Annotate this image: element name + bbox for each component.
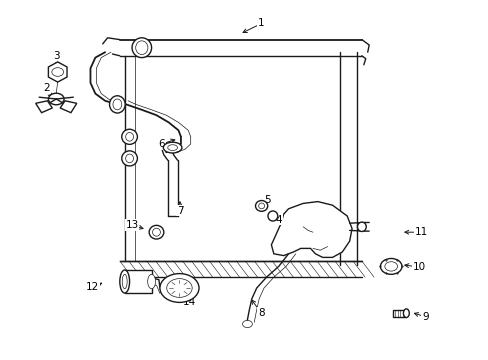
Ellipse shape xyxy=(267,211,277,221)
Ellipse shape xyxy=(357,222,366,231)
Circle shape xyxy=(166,279,192,297)
Ellipse shape xyxy=(163,142,182,153)
Polygon shape xyxy=(60,101,77,113)
Text: 11: 11 xyxy=(414,227,427,237)
Text: 6: 6 xyxy=(158,139,164,149)
Ellipse shape xyxy=(125,154,133,163)
Text: 7: 7 xyxy=(176,206,183,216)
Text: 14: 14 xyxy=(183,297,196,307)
Polygon shape xyxy=(36,101,52,113)
Polygon shape xyxy=(271,202,351,257)
Circle shape xyxy=(242,320,252,328)
Circle shape xyxy=(160,274,199,302)
Ellipse shape xyxy=(152,228,160,236)
Text: 13: 13 xyxy=(125,220,139,230)
Circle shape xyxy=(48,93,64,105)
Ellipse shape xyxy=(258,203,264,209)
Text: 1: 1 xyxy=(258,18,264,28)
Ellipse shape xyxy=(255,201,267,211)
Text: 10: 10 xyxy=(412,262,425,272)
Polygon shape xyxy=(120,261,361,277)
Ellipse shape xyxy=(120,270,129,293)
Text: 9: 9 xyxy=(421,312,428,322)
Ellipse shape xyxy=(132,38,151,58)
Polygon shape xyxy=(124,270,151,293)
Ellipse shape xyxy=(109,96,125,113)
Polygon shape xyxy=(135,56,339,261)
Circle shape xyxy=(52,68,63,76)
Text: 5: 5 xyxy=(264,195,271,205)
Ellipse shape xyxy=(122,129,137,144)
Ellipse shape xyxy=(403,309,408,318)
Circle shape xyxy=(380,258,401,274)
Ellipse shape xyxy=(167,145,177,150)
Text: 3: 3 xyxy=(53,51,60,61)
Polygon shape xyxy=(392,310,406,317)
Ellipse shape xyxy=(149,225,163,239)
Polygon shape xyxy=(339,52,356,265)
Polygon shape xyxy=(120,40,361,56)
Ellipse shape xyxy=(122,151,137,166)
Circle shape xyxy=(384,262,397,271)
Text: 12: 12 xyxy=(86,282,100,292)
Ellipse shape xyxy=(147,274,155,289)
Ellipse shape xyxy=(125,132,133,141)
Ellipse shape xyxy=(122,274,127,289)
Text: 8: 8 xyxy=(258,308,264,318)
Polygon shape xyxy=(48,62,67,82)
Text: 2: 2 xyxy=(43,83,50,93)
Ellipse shape xyxy=(136,41,148,54)
Text: 4: 4 xyxy=(275,215,282,225)
Ellipse shape xyxy=(113,99,122,110)
